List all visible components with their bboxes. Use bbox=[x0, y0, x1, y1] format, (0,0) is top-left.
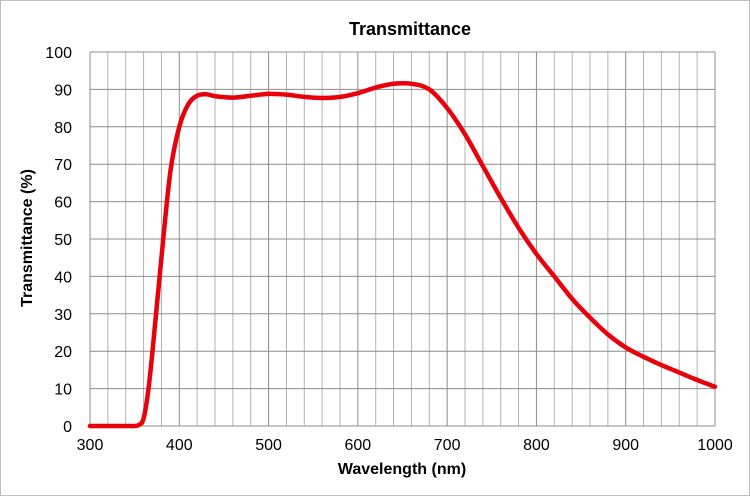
x-tick-label: 1000 bbox=[697, 437, 733, 454]
x-tick-label: 800 bbox=[523, 437, 550, 454]
x-tick-label: 700 bbox=[434, 437, 461, 454]
x-axis-label: Wavelength (nm) bbox=[338, 461, 466, 478]
y-tick-label: 50 bbox=[54, 232, 72, 249]
y-tick-label: 60 bbox=[54, 195, 72, 212]
y-tick-label: 100 bbox=[45, 45, 72, 62]
y-axis-label: Transmittance (%) bbox=[19, 169, 36, 307]
x-tick-label: 300 bbox=[77, 437, 104, 454]
series-layer bbox=[87, 80, 718, 429]
x-tick-labels: 300 400 500 600 700 800 900 1000 bbox=[77, 437, 733, 454]
transmittance-line bbox=[87, 80, 718, 429]
y-tick-label: 40 bbox=[54, 269, 72, 286]
y-tick-label: 30 bbox=[54, 307, 72, 324]
gridlines bbox=[89, 51, 716, 427]
y-tick-label: 0 bbox=[63, 419, 72, 436]
y-tick-label: 70 bbox=[54, 157, 72, 174]
x-tick-label: 400 bbox=[166, 437, 193, 454]
y-tick-labels: 0 10 20 30 40 50 60 70 80 90 100 bbox=[45, 45, 72, 436]
x-tick-label: 900 bbox=[612, 437, 639, 454]
x-tick-label: 600 bbox=[345, 437, 372, 454]
y-tick-label: 20 bbox=[54, 344, 72, 361]
y-tick-label: 10 bbox=[54, 382, 72, 399]
chart-title: Transmittance bbox=[349, 19, 471, 39]
x-tick-label: 500 bbox=[255, 437, 282, 454]
y-tick-label: 80 bbox=[54, 120, 72, 137]
y-tick-label: 90 bbox=[54, 82, 72, 99]
